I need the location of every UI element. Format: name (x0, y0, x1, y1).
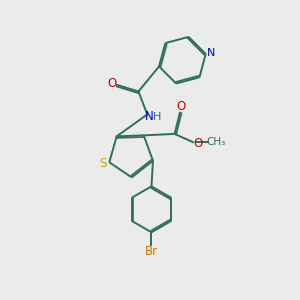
Text: -H: -H (149, 112, 162, 122)
Text: CH₃: CH₃ (206, 137, 225, 147)
Text: O: O (177, 100, 186, 113)
Text: N: N (206, 48, 215, 58)
Text: Br: Br (145, 245, 158, 258)
Text: O: O (194, 137, 203, 150)
Text: O: O (108, 77, 117, 90)
Text: S: S (100, 157, 107, 170)
Text: N: N (144, 110, 153, 123)
